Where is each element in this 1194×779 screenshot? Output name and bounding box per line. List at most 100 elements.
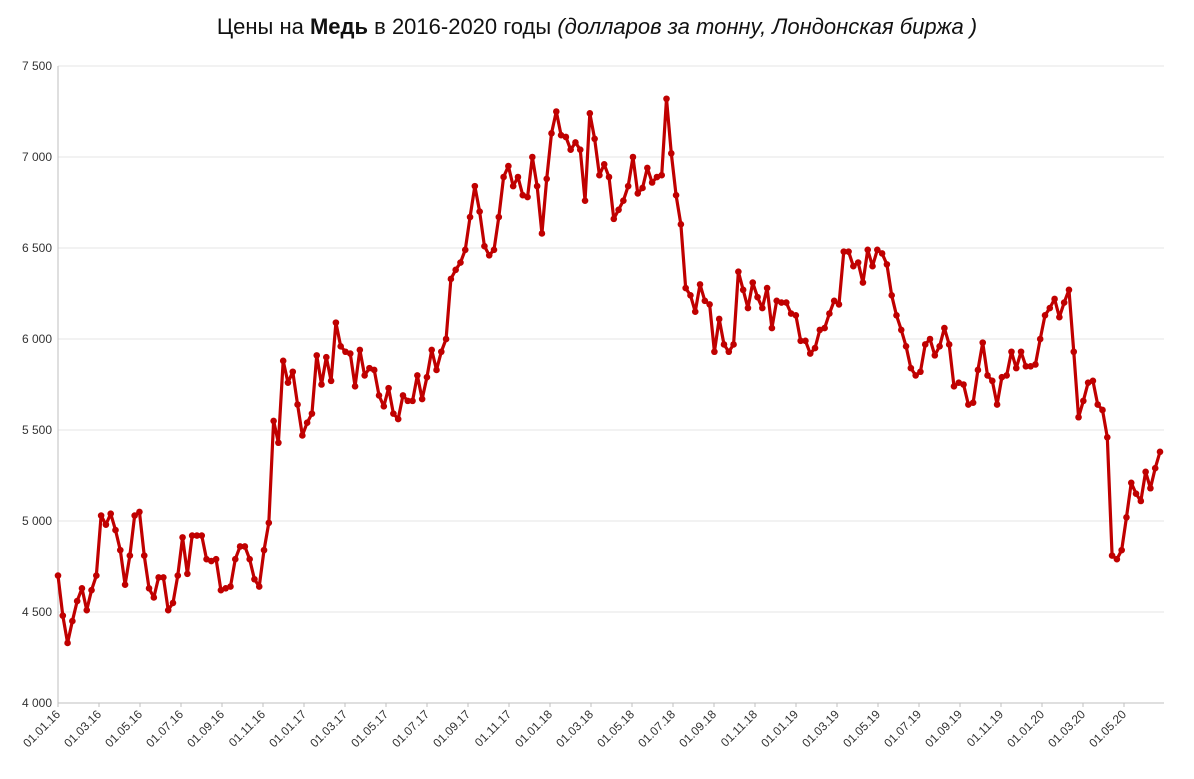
data-point: [323, 353, 330, 361]
data-point: [941, 324, 948, 332]
data-point: [1127, 479, 1135, 487]
chart-title-italic: (долларов за тонну, Лондонская биржа ): [557, 14, 978, 39]
data-point: [960, 381, 967, 388]
data-point: [490, 246, 498, 254]
data-point: [883, 261, 891, 268]
x-tick-label: 01.11.16: [226, 707, 269, 750]
data-point: [552, 108, 560, 115]
data-point: [452, 266, 459, 274]
data-point: [438, 348, 445, 356]
data-point: [869, 262, 876, 270]
data-point: [572, 139, 579, 146]
data-point: [150, 594, 158, 601]
x-tick-label: 01.07.17: [389, 707, 432, 750]
data-point: [735, 268, 742, 275]
data-point: [73, 597, 81, 605]
data-point: [739, 286, 747, 294]
data-point: [1003, 372, 1010, 379]
chart-title-bold: Медь: [309, 14, 369, 39]
data-point: [620, 197, 627, 204]
data-point: [979, 339, 987, 346]
data-point: [629, 153, 637, 161]
data-point: [821, 324, 828, 332]
data-point: [251, 575, 258, 583]
data-point: [428, 346, 436, 354]
data-point: [1051, 295, 1058, 303]
data-point: [289, 368, 297, 376]
data-point: [112, 526, 119, 534]
data-point: [1099, 406, 1106, 414]
data-point: [974, 366, 982, 374]
data-point: [174, 572, 182, 579]
data-point: [318, 381, 325, 388]
data-point: [433, 366, 440, 374]
data-point: [59, 612, 67, 619]
x-tick-label: 01.01.16: [20, 707, 63, 750]
data-point: [212, 555, 220, 563]
data-point: [375, 392, 383, 399]
data-point: [1046, 304, 1054, 312]
data-point: [97, 512, 105, 519]
x-tick-label: 01.03.17: [307, 707, 350, 750]
series-line: [56, 97, 1162, 645]
data-point: [931, 352, 939, 359]
data-point: [715, 315, 723, 323]
x-tick-label: 01.11.17: [472, 707, 515, 750]
data-point: [945, 341, 953, 348]
data-point: [370, 366, 378, 374]
data-point: [231, 555, 239, 563]
data-point: [921, 341, 929, 348]
data-point: [270, 417, 277, 425]
data-point: [835, 301, 843, 308]
data-point: [160, 574, 167, 581]
data-point: [682, 284, 689, 292]
y-tick-label: 4 500: [22, 605, 52, 619]
data-point: [902, 342, 910, 350]
data-point: [850, 262, 857, 270]
data-point: [864, 246, 872, 254]
x-tick-label: 01.05.18: [594, 707, 637, 750]
data-point: [562, 133, 570, 141]
x-tick-label: 01.07.18: [635, 707, 678, 750]
data-point: [644, 164, 651, 172]
data-point: [720, 341, 728, 348]
data-point: [893, 312, 900, 319]
data-point: [1080, 397, 1087, 405]
data-point: [1094, 401, 1102, 408]
data-point: [907, 364, 915, 372]
x-tick-label: 01.09.16: [184, 707, 227, 750]
data-point: [1142, 468, 1149, 476]
data-point: [639, 184, 646, 192]
data-point: [538, 230, 546, 237]
data-point: [471, 182, 479, 190]
data-point: [227, 583, 234, 590]
data-point: [116, 546, 124, 554]
data-point: [279, 357, 287, 365]
data-point: [303, 419, 311, 427]
data-point: [581, 197, 589, 204]
data-point: [1108, 552, 1116, 559]
data-point: [912, 372, 919, 379]
data-point: [246, 555, 253, 563]
y-tick-label: 5 500: [22, 423, 52, 437]
data-point: [605, 173, 613, 181]
data-point: [509, 182, 517, 190]
data-point: [802, 337, 809, 345]
data-point: [1151, 464, 1159, 472]
data-point: [1103, 433, 1111, 441]
data-point: [461, 246, 469, 254]
data-point: [749, 279, 757, 286]
data-point: [1065, 286, 1073, 294]
data-point: [1123, 514, 1130, 521]
data-point: [792, 312, 800, 319]
data-point: [193, 532, 201, 539]
data-point: [840, 248, 848, 255]
data-point: [495, 213, 503, 221]
data-point: [380, 403, 388, 410]
data-point: [390, 410, 397, 417]
data-point: [778, 299, 785, 306]
data-point: [1156, 448, 1164, 456]
data-point: [806, 350, 814, 357]
data-point: [399, 392, 407, 399]
